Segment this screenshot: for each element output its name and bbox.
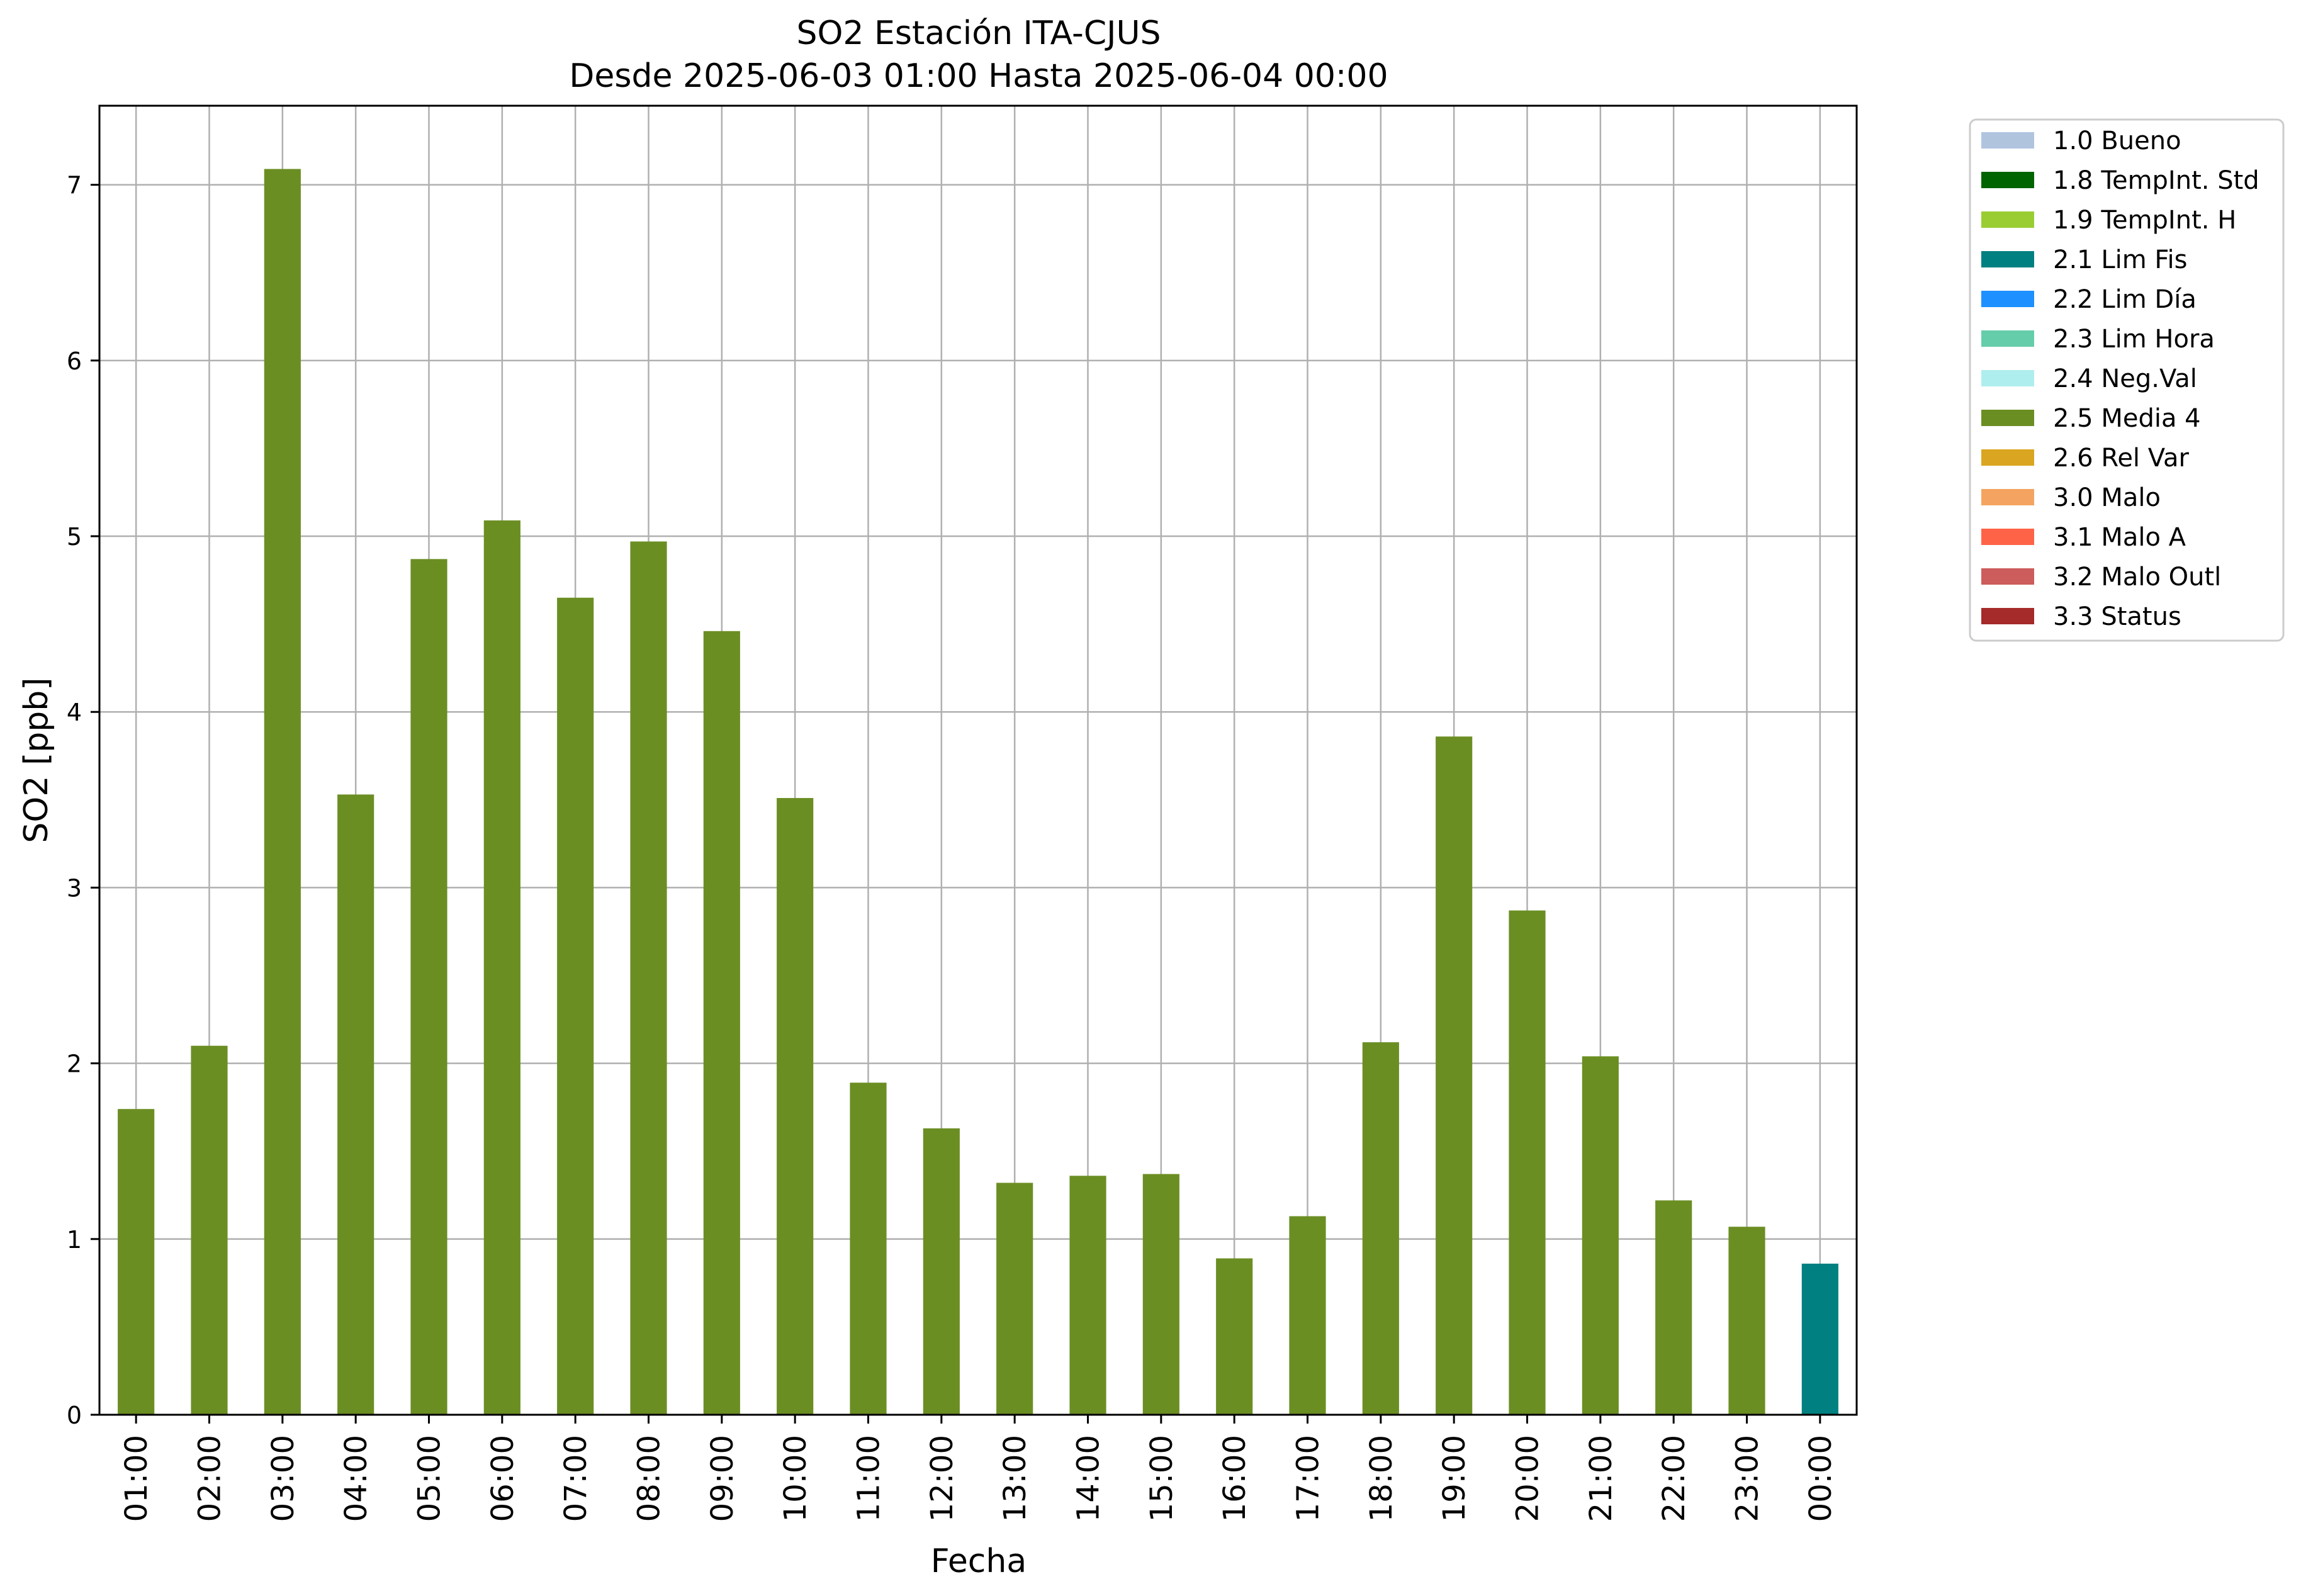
bar-0400 [337, 794, 374, 1415]
bar-1500 [1142, 1174, 1179, 1415]
plot-frame [98, 104, 1858, 1416]
legend-swatch [1981, 251, 2034, 267]
legend-swatch [1981, 330, 2034, 347]
legend-swatch [1981, 211, 2034, 228]
bar-1300 [996, 1183, 1033, 1415]
x-tick-label: 03:00 [266, 1435, 301, 1522]
bar-1200 [923, 1128, 960, 1415]
legend-swatch [1981, 410, 2034, 426]
x-tick-label: 09:00 [705, 1435, 740, 1522]
bar-2200 [1655, 1200, 1692, 1415]
chart-title: SO2 Estación ITA-CJUS [796, 14, 1161, 52]
legend-swatch [1981, 291, 2034, 307]
bar-0500 [410, 559, 447, 1415]
legend-label: 1.8 TempInt. Std [2053, 166, 2259, 195]
bar-0700 [557, 597, 594, 1415]
x-tick-label: 00:00 [1803, 1435, 1838, 1522]
bar-2000 [1509, 910, 1546, 1415]
x-tick-label: 08:00 [632, 1435, 667, 1522]
bar-1600 [1216, 1258, 1253, 1415]
x-tick-label: 05:00 [412, 1435, 447, 1522]
y-tick-label: 6 [67, 347, 82, 375]
bar-1900 [1436, 736, 1473, 1415]
legend-swatch [1981, 608, 2034, 624]
x-tick-label: 17:00 [1291, 1435, 1326, 1522]
x-tick-label: 12:00 [925, 1435, 960, 1522]
y-tick-label: 2 [67, 1050, 82, 1078]
bar-2100 [1582, 1056, 1619, 1415]
x-tick-label: 19:00 [1437, 1435, 1472, 1522]
x-axis-label: Fecha [931, 1543, 1027, 1580]
x-tick-label: 16:00 [1217, 1435, 1252, 1522]
legend-label: 2.2 Lim Día [2053, 285, 2197, 314]
bar-1100 [850, 1082, 887, 1415]
legend-swatch [1981, 489, 2034, 505]
bar-1700 [1289, 1216, 1326, 1415]
bar-0000 [1801, 1263, 1838, 1415]
y-tick-label: 1 [67, 1226, 82, 1254]
x-tick-label: 20:00 [1511, 1435, 1546, 1522]
legend-swatch [1981, 529, 2034, 545]
x-tick-label: 06:00 [485, 1435, 520, 1522]
y-tick-label: 0 [67, 1402, 82, 1429]
legend-label: 3.2 Malo Outl [2053, 563, 2221, 592]
legend-label: 2.3 Lim Hora [2053, 325, 2215, 354]
legend: 1.0 Bueno 1.8 TempInt. Std 1.9 TempInt. H 2… [1969, 118, 2285, 642]
legend-swatch [1981, 172, 2034, 188]
legend-swatch [1981, 449, 2034, 466]
bar-0600 [483, 520, 520, 1415]
bar-0800 [630, 541, 667, 1415]
bar-0100 [118, 1109, 155, 1415]
legend-label: 1.0 Bueno [2053, 126, 2181, 155]
x-tick-label: 04:00 [339, 1435, 374, 1522]
legend-label: 3.1 Malo A [2053, 523, 2186, 552]
x-tick-label: 15:00 [1144, 1435, 1179, 1522]
chart-subtitle: Desde 2025-06-03 01:00 Hasta 2025-06-04 … [569, 57, 1388, 95]
legend-label: 2.1 Lim Fis [2053, 245, 2187, 274]
x-tick-label: 22:00 [1657, 1435, 1692, 1522]
y-tick-label: 5 [67, 523, 82, 551]
bar-2300 [1728, 1227, 1765, 1415]
legend-swatch [1981, 132, 2034, 149]
x-tick-label: 02:00 [193, 1435, 228, 1522]
y-tick-label: 7 [67, 172, 82, 200]
y-tick-label: 3 [67, 874, 82, 902]
legend-label: 2.6 Rel Var [2053, 444, 2190, 473]
bar-1400 [1069, 1176, 1106, 1415]
y-tick-label: 4 [67, 699, 82, 726]
legend-swatch [1981, 370, 2034, 386]
bar-0900 [703, 631, 740, 1415]
bars [118, 169, 1838, 1415]
x-tick-label: 07:00 [558, 1435, 594, 1522]
x-tick-label: 10:00 [778, 1435, 813, 1522]
legend-frame [1969, 118, 2285, 642]
x-tick-label: 21:00 [1584, 1435, 1619, 1522]
x-tick-label: 13:00 [998, 1435, 1033, 1522]
legend-label: 2.5 Media 4 [2053, 404, 2201, 433]
bar-0300 [264, 169, 301, 1415]
legend-label: 2.4 Neg.Val [2053, 364, 2197, 393]
bar-1000 [777, 798, 814, 1415]
x-tick-label: 11:00 [852, 1435, 887, 1522]
legend-label: 3.3 Status [2053, 602, 2181, 631]
x-tick-label: 23:00 [1730, 1435, 1765, 1522]
bar-1800 [1362, 1042, 1399, 1415]
legend-swatch [1981, 568, 2034, 585]
legend-label: 3.0 Malo [2053, 483, 2161, 512]
bar-0200 [191, 1045, 228, 1415]
x-tick-label: 18:00 [1364, 1435, 1399, 1522]
legend-label: 1.9 TempInt. H [2053, 206, 2236, 235]
y-axis-label: SO2 [ppb] [18, 677, 55, 843]
x-tick-label: 01:00 [119, 1435, 154, 1522]
x-tick-label: 14:00 [1071, 1435, 1106, 1522]
axis-ticks: 0 1 2 3 4 5 6 7 01:00 02:00 03:00 04:00 05:00 06:00 07… [67, 172, 1838, 1522]
